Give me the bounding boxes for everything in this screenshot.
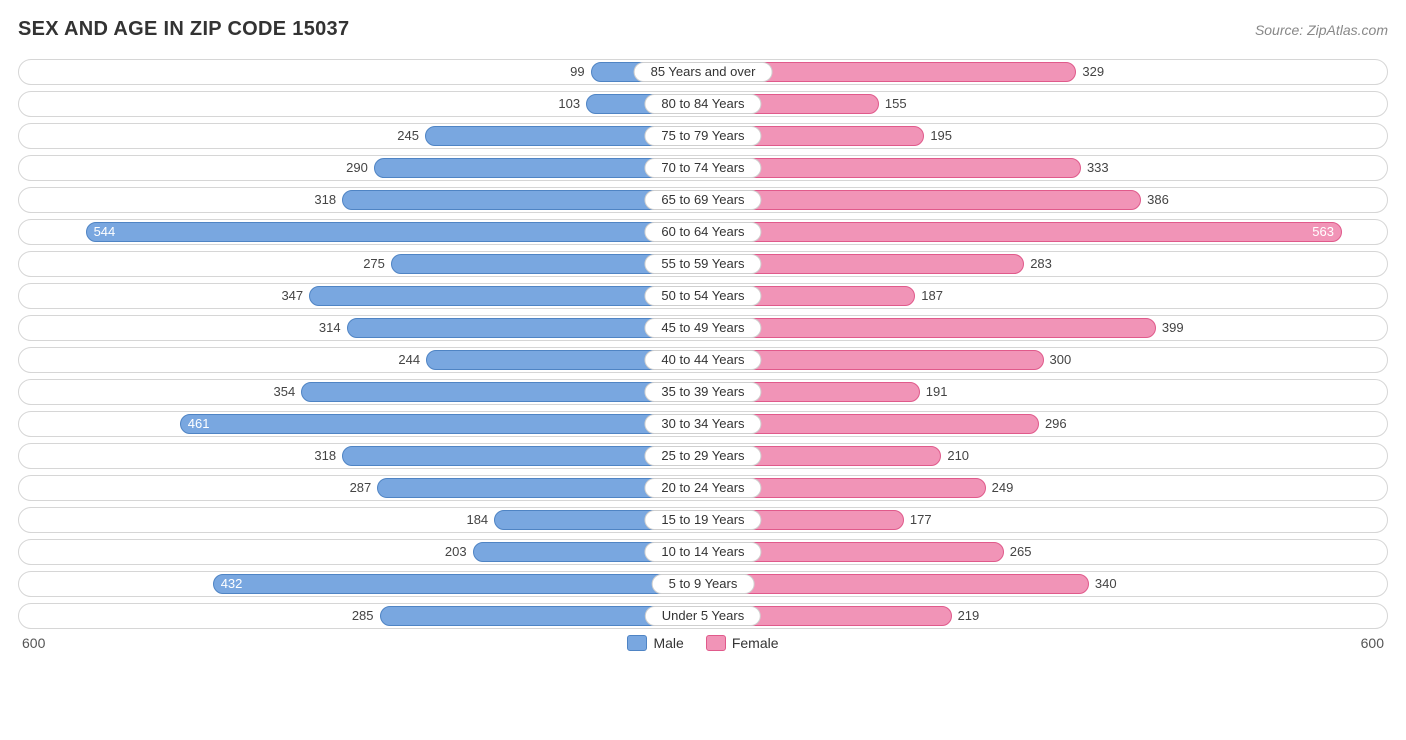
category-label: 40 to 44 Years (644, 350, 761, 370)
bar-female (703, 190, 1141, 210)
chart-row: 285 219 Under 5 Years (18, 603, 1388, 629)
chart-footer: 600 Male Female 600 (18, 635, 1388, 651)
category-label: 55 to 59 Years (644, 254, 761, 274)
value-female: 386 (1147, 190, 1169, 210)
chart-row: 314 399 45 to 49 Years (18, 315, 1388, 341)
value-male: 461 (188, 414, 210, 434)
chart-row: 99 329 85 Years and over (18, 59, 1388, 85)
axis-left-max: 600 (22, 635, 45, 651)
population-pyramid-chart: 99 329 85 Years and over 103 155 80 to 84 Yea… (18, 59, 1388, 629)
chart-header: SEX AND AGE IN ZIP CODE 15037 Source: Zi… (18, 18, 1388, 41)
chart-row: 184 177 15 to 19 Years (18, 507, 1388, 533)
chart-row: 354 191 35 to 39 Years (18, 379, 1388, 405)
value-female: 187 (921, 286, 943, 306)
chart-source: Source: ZipAtlas.com (1255, 22, 1388, 38)
category-label: 80 to 84 Years (644, 94, 761, 114)
value-female: 340 (1095, 574, 1117, 594)
value-male: 544 (94, 222, 116, 242)
value-male: 285 (352, 606, 374, 626)
value-female: 249 (992, 478, 1014, 498)
value-male: 354 (274, 382, 296, 402)
value-male: 290 (346, 158, 368, 178)
category-label: 50 to 54 Years (644, 286, 761, 306)
category-label: 85 Years and over (634, 62, 773, 82)
legend-item-male: Male (627, 635, 683, 651)
value-female: 177 (910, 510, 932, 530)
bar-female (703, 222, 1342, 242)
value-female: 191 (926, 382, 948, 402)
value-female: 265 (1010, 542, 1032, 562)
category-label: 30 to 34 Years (644, 414, 761, 434)
legend-label-female: Female (732, 635, 779, 651)
category-label: 20 to 24 Years (644, 478, 761, 498)
chart-row: 244 300 40 to 44 Years (18, 347, 1388, 373)
chart-row: 347 187 50 to 54 Years (18, 283, 1388, 309)
value-male: 99 (570, 62, 584, 82)
bar-male (180, 414, 703, 434)
chart-row: 287 249 20 to 24 Years (18, 475, 1388, 501)
category-label: 35 to 39 Years (644, 382, 761, 402)
chart-row: 318 210 25 to 29 Years (18, 443, 1388, 469)
value-male: 432 (221, 574, 243, 594)
category-label: 15 to 19 Years (644, 510, 761, 530)
value-female: 195 (930, 126, 952, 146)
value-male: 245 (397, 126, 419, 146)
chart-row: 318 386 65 to 69 Years (18, 187, 1388, 213)
category-label: 10 to 14 Years (644, 542, 761, 562)
swatch-male-icon (627, 635, 647, 651)
category-label: 45 to 49 Years (644, 318, 761, 338)
value-male: 314 (319, 318, 341, 338)
bar-female (703, 318, 1156, 338)
value-male: 318 (314, 446, 336, 466)
category-label: 65 to 69 Years (644, 190, 761, 210)
chart-row: 290 333 70 to 74 Years (18, 155, 1388, 181)
category-label: 5 to 9 Years (652, 574, 755, 594)
category-label: 70 to 74 Years (644, 158, 761, 178)
bar-male (301, 382, 703, 402)
chart-row: 203 265 10 to 14 Years (18, 539, 1388, 565)
chart-row: 432 340 5 to 9 Years (18, 571, 1388, 597)
legend-label-male: Male (653, 635, 683, 651)
value-female: 399 (1162, 318, 1184, 338)
category-label: 25 to 29 Years (644, 446, 761, 466)
legend-item-female: Female (706, 635, 779, 651)
bar-male (86, 222, 703, 242)
value-male: 103 (558, 94, 580, 114)
chart-row: 275 283 55 to 59 Years (18, 251, 1388, 277)
value-female: 210 (947, 446, 969, 466)
chart-legend: Male Female (627, 635, 778, 651)
chart-row: 461 296 30 to 34 Years (18, 411, 1388, 437)
value-male: 203 (445, 542, 467, 562)
axis-right-max: 600 (1361, 635, 1384, 651)
value-male: 287 (350, 478, 372, 498)
chart-title: SEX AND AGE IN ZIP CODE 15037 (18, 18, 349, 41)
category-label: 60 to 64 Years (644, 222, 761, 242)
value-male: 318 (314, 190, 336, 210)
value-female: 155 (885, 94, 907, 114)
value-male: 275 (363, 254, 385, 274)
value-female: 563 (1312, 222, 1334, 242)
swatch-female-icon (706, 635, 726, 651)
chart-row: 103 155 80 to 84 Years (18, 91, 1388, 117)
value-male: 347 (281, 286, 303, 306)
value-male: 184 (466, 510, 488, 530)
bar-female (703, 574, 1089, 594)
category-label: 75 to 79 Years (644, 126, 761, 146)
value-female: 329 (1082, 62, 1104, 82)
chart-row: 544 563 60 to 64 Years (18, 219, 1388, 245)
value-female: 300 (1050, 350, 1072, 370)
value-female: 219 (958, 606, 980, 626)
chart-row: 245 195 75 to 79 Years (18, 123, 1388, 149)
value-male: 244 (398, 350, 420, 370)
category-label: Under 5 Years (645, 606, 761, 626)
value-female: 333 (1087, 158, 1109, 178)
value-female: 283 (1030, 254, 1052, 274)
bar-male (213, 574, 703, 594)
value-female: 296 (1045, 414, 1067, 434)
